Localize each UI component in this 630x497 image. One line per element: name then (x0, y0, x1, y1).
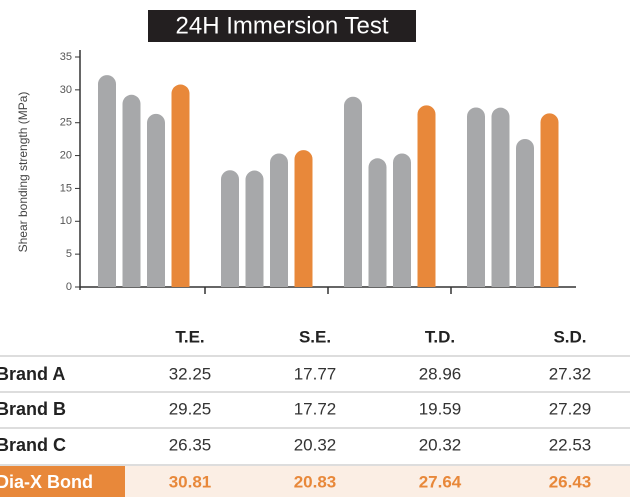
y-tick-label: 30 (60, 84, 72, 96)
table-value: 17.72 (294, 399, 337, 418)
bar (491, 107, 510, 288)
table-value: 26.35 (169, 435, 212, 454)
table-value: 20.32 (294, 435, 337, 454)
chart-title: 24H Immersion Test (176, 12, 389, 39)
table-value: 27.32 (549, 364, 592, 383)
table-value: 28.96 (419, 364, 462, 383)
y-axis-label: Shear bonding strength (MPa) (16, 92, 30, 253)
row-name: Dia-X Bond (0, 472, 93, 492)
column-header: T.E. (175, 327, 204, 346)
bar (147, 113, 165, 287)
row-name: Brand B (0, 399, 66, 419)
table-value: 22.53 (549, 435, 592, 454)
y-tick-label: 35 (60, 51, 72, 63)
bar (393, 153, 411, 287)
bar (417, 105, 436, 287)
table-value: 26.43 (549, 472, 592, 491)
column-header: S.E. (299, 327, 331, 346)
title-box (148, 10, 416, 42)
y-tick-label: 15 (60, 182, 72, 194)
row-name: Brand C (0, 435, 66, 455)
bar (368, 158, 387, 287)
bar (245, 170, 264, 287)
y-tick-label: 0 (66, 281, 72, 293)
bar (467, 107, 485, 287)
table-value: 27.29 (549, 399, 592, 418)
bar (221, 170, 239, 287)
row-name: Brand A (0, 364, 65, 384)
bar (516, 138, 534, 287)
bar (171, 84, 190, 287)
bar (344, 96, 362, 287)
bar (294, 150, 313, 287)
column-header: T.D. (425, 327, 455, 346)
table-value: 19.59 (419, 399, 462, 418)
table-value: 17.77 (294, 364, 337, 383)
bar (98, 75, 116, 287)
y-tick-label: 5 (66, 248, 72, 260)
bar (540, 113, 559, 287)
table-value: 29.25 (169, 399, 212, 418)
y-tick-label: 25 (60, 117, 72, 129)
bar (122, 94, 141, 288)
table-value: 20.32 (419, 435, 462, 454)
table-value: 20.83 (294, 472, 337, 491)
bar (270, 153, 288, 287)
table-value: 32.25 (169, 364, 212, 383)
table-value: 27.64 (419, 472, 462, 491)
y-tick-label: 20 (60, 149, 72, 161)
column-header: S.D. (553, 327, 586, 346)
y-tick-label: 10 (60, 215, 72, 227)
highlight-name-cell (0, 466, 125, 497)
table-value: 30.81 (169, 472, 212, 491)
